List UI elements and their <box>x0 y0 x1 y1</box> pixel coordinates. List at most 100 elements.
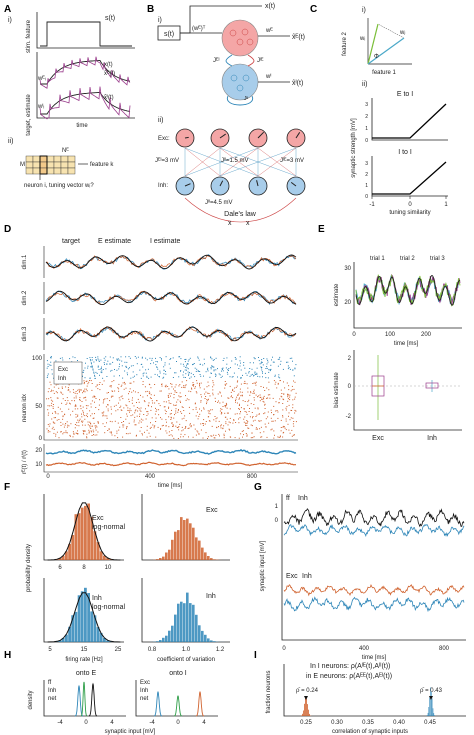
f-lognormal-label: log-normal <box>92 524 126 531</box>
d-exc-spike <box>123 388 125 390</box>
d-exc-spike <box>238 408 240 410</box>
d-exc-spike <box>193 384 195 385</box>
d-exc-spike <box>75 413 77 415</box>
d-exc-spike <box>158 414 160 416</box>
i-exc-bar <box>309 713 310 716</box>
d-inh-spike <box>91 363 92 365</box>
a-time-label: time <box>76 123 88 129</box>
d-exc-spike <box>69 435 71 437</box>
d-exc-spike <box>95 407 97 408</box>
d-exc-spike <box>184 428 186 429</box>
a-sub-i: i) <box>8 17 12 24</box>
d-exc-spike <box>128 401 130 403</box>
c-xtick-label: 1 <box>444 202 448 208</box>
d-exc-spike <box>253 404 255 405</box>
d-exc-spike <box>208 420 210 422</box>
d-inh-spike <box>117 358 119 360</box>
d-inh-spike <box>246 374 248 376</box>
d-exc-spike <box>119 407 121 408</box>
d-inh-spike <box>259 363 261 365</box>
d-inh-spike <box>116 369 118 371</box>
b-JIE-label: Jᴵᴱ <box>257 57 264 64</box>
d-exc-spike <box>169 413 171 415</box>
d-inh-spike <box>77 360 78 361</box>
h-ff: ff <box>48 680 52 686</box>
d-exc-spike <box>209 420 211 422</box>
d-exc-spike <box>209 395 211 397</box>
d-exc-spike <box>278 437 280 438</box>
d-inh-spike <box>293 375 295 377</box>
d-exc-spike <box>168 431 170 433</box>
d-inh-spike <box>160 358 162 360</box>
c-i-to-i: I to I <box>398 149 412 156</box>
d-exc-spike <box>110 431 112 433</box>
d-exc-spike <box>109 428 110 430</box>
d-exc-spike <box>91 431 93 433</box>
d-exc-spike <box>188 406 190 408</box>
d-exc-spike <box>257 396 258 398</box>
d-exc-spike <box>67 400 69 402</box>
c-ytick-bottom: 2 <box>365 172 368 178</box>
d-inh-spike <box>248 372 250 374</box>
b-tuning-arrow <box>219 133 226 139</box>
d-exc-spike <box>134 416 136 418</box>
d-inh-spike <box>47 363 49 365</box>
d-exc-spike <box>212 386 214 388</box>
d-inh-spike <box>89 378 91 379</box>
f-ylabel: probability density <box>26 544 32 592</box>
f-hist-bar <box>65 634 68 642</box>
d-exc-spike <box>171 422 173 424</box>
d-inh-spike <box>269 370 271 372</box>
d-exc-spike <box>165 430 167 432</box>
d-exc-spike <box>116 432 118 434</box>
f-top-right-axes <box>141 494 230 561</box>
d-exc-spike <box>160 390 162 392</box>
e-xtick: 200 <box>421 332 432 338</box>
a-grid-cell <box>32 155 41 163</box>
d-E-estimate <box>45 325 297 342</box>
d-inh-spike <box>217 368 218 370</box>
d-inh-spike <box>261 367 262 369</box>
d-inh-spike <box>161 359 162 361</box>
d-inh-spike <box>197 370 199 372</box>
d-exc-spike <box>143 414 145 415</box>
d-exc-spike <box>155 417 157 419</box>
d-exc-spike <box>154 384 156 385</box>
c-xlabel: tuning similarity <box>389 210 430 216</box>
a-wI-label: wᴵᵢ <box>37 103 44 110</box>
d-exc-spike <box>196 382 198 384</box>
h-onto-E-inh-peak <box>74 684 84 717</box>
d-inh-spike <box>251 373 253 375</box>
d-exc-spike <box>238 393 240 395</box>
d-exc-spike <box>190 426 192 428</box>
d-exc-spike <box>262 397 264 399</box>
d-exc-spike <box>120 405 122 407</box>
d-exc-spike <box>232 390 234 391</box>
d-inh-spike <box>220 377 222 378</box>
d-exc-spike <box>223 435 225 437</box>
f-hist-bar <box>192 604 195 642</box>
d-exc-spike <box>71 400 73 402</box>
d-exc-spike <box>47 424 49 425</box>
d-exc-spike <box>77 408 79 410</box>
f-hist-bar <box>162 637 165 642</box>
d-inh-spike <box>198 359 200 361</box>
d-exc-spike <box>271 412 272 414</box>
a-grid-cell <box>67 161 76 169</box>
d-exc-spike <box>113 380 115 382</box>
d-exc-spike <box>285 407 287 409</box>
d-exc-spike <box>171 422 173 424</box>
d-inh-spike <box>211 365 213 367</box>
d-exc-spike <box>217 393 219 395</box>
d-exc-spike <box>184 415 186 417</box>
d-inh-spike <box>239 356 241 358</box>
a-grid-cell <box>67 167 76 175</box>
f-hist-bar <box>74 611 78 642</box>
b-cross: x <box>228 220 232 227</box>
i-xtick: 0.40 <box>393 720 405 726</box>
d-inh-spike <box>159 372 161 374</box>
d-exc-spike <box>208 410 210 412</box>
d-inh-spike <box>179 356 181 358</box>
d-exc-spike <box>83 413 84 415</box>
